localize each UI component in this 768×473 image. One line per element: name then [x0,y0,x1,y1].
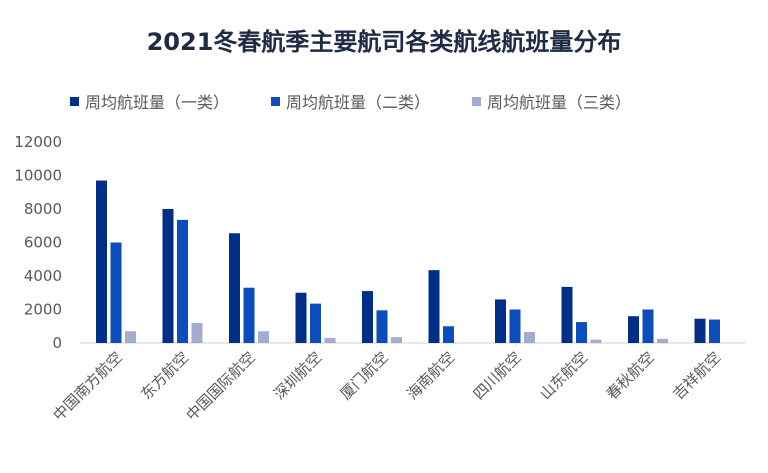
bar-1 [428,270,440,343]
y-tick-label: 10000 [14,167,62,185]
category-label: 中国南方航空 [49,348,125,424]
y-tick-label: 8000 [24,200,62,218]
category-label: 吉祥航空 [669,348,724,403]
bar-1 [162,209,174,343]
bar-3 [324,337,336,343]
y-tick-label: 0 [52,334,62,352]
category-label: 海南航空 [403,348,458,403]
bar-2 [576,322,587,343]
bar-2 [376,310,388,343]
legend-item-series-1: 周均航班量（一类） [70,89,229,113]
bar-1 [694,318,706,343]
bar-2 [709,319,720,343]
category-label: 东方航空 [137,348,192,403]
bar-3 [191,322,203,343]
bar-2 [642,309,654,343]
bar-2 [310,303,321,343]
legend-item-series-3: 周均航班量（三类） [472,89,631,113]
bar-2 [243,287,255,343]
legend-label-3: 周均航班量（三类） [487,93,632,112]
y-tick-label: 2000 [24,301,62,319]
bar-3 [590,339,602,343]
bar-2 [110,242,122,343]
legend-swatch-1 [70,96,79,106]
bar-3 [657,338,668,343]
category-label: 厦门航空 [337,348,392,403]
category-label: 深圳航空 [270,348,325,403]
chart-title: 2021冬春航季主要航司各类航线航班量分布 [146,28,622,56]
bar-2 [177,219,188,343]
bar-3 [391,337,402,343]
bar-3 [524,332,535,343]
category-label: 春秋航空 [603,348,658,403]
bar-1 [229,233,240,343]
category-label: 四川航空 [470,348,525,403]
legend-swatch-2 [271,96,281,106]
bar-1 [96,180,107,343]
legend-label-2: 周均航班量（二类） [286,93,431,112]
category-label: 山东航空 [536,348,591,403]
bar-3 [125,331,136,343]
bar-3 [258,331,269,343]
legend-item-series-2: 周均航班量（二类） [271,89,430,113]
y-tick-label: 12000 [14,133,62,151]
bar-1 [295,292,307,343]
bar-2 [509,309,521,343]
legend-label-1: 周均航班量（一类） [85,93,230,112]
y-tick-label: 6000 [24,234,62,252]
bar-1 [628,316,639,343]
category-label: 中国国际航空 [182,348,258,424]
legend-swatch-3 [472,96,482,106]
y-tick-label: 4000 [24,267,62,285]
bar-1 [495,299,506,343]
bar-2 [443,326,454,343]
legend: 周均航班量（一类） 周均航班量（二类） 周均航班量（三类） [70,90,710,112]
bar-1 [362,291,373,343]
bar-1 [561,286,573,343]
